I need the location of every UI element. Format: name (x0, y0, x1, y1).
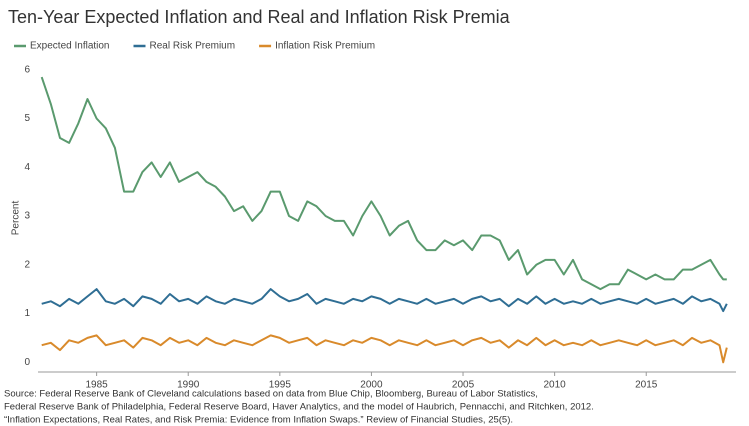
x-tick-label: 2010 (544, 380, 567, 391)
y-tick-label: 1 (24, 308, 30, 319)
series-line (41, 288, 728, 313)
x-tick-label: 2005 (452, 380, 475, 391)
legend-label: Inflation Risk Premium (275, 41, 375, 52)
x-tick-label: 1995 (269, 380, 292, 391)
y-tick-label: 5 (24, 113, 30, 124)
series-line (40, 76, 727, 291)
x-tick-label: 1990 (177, 380, 200, 391)
x-tick-label: 2000 (360, 380, 383, 391)
y-tick-label: 6 (24, 64, 30, 75)
series-line (41, 334, 728, 364)
chart-title: Ten-Year Expected Inflation and Real and… (8, 7, 511, 27)
legend-label: Real Risk Premium (150, 41, 236, 52)
x-tick-label: 2015 (635, 380, 658, 391)
source-note: “Inflation Expectations, Real Rates, and… (4, 415, 513, 426)
y-tick-label: 0 (24, 357, 30, 368)
source-note: Federal Reserve Bank of Philadelphia, Fe… (4, 402, 594, 413)
x-tick-label: 1985 (85, 380, 108, 391)
y-tick-label: 2 (24, 259, 30, 270)
y-axis-label: Percent (11, 201, 22, 236)
y-tick-label: 4 (24, 162, 30, 173)
source-note: Source: Federal Reserve Bank of Clevelan… (4, 389, 538, 400)
y-tick-label: 3 (24, 211, 30, 222)
legend-label: Expected Inflation (30, 41, 110, 52)
